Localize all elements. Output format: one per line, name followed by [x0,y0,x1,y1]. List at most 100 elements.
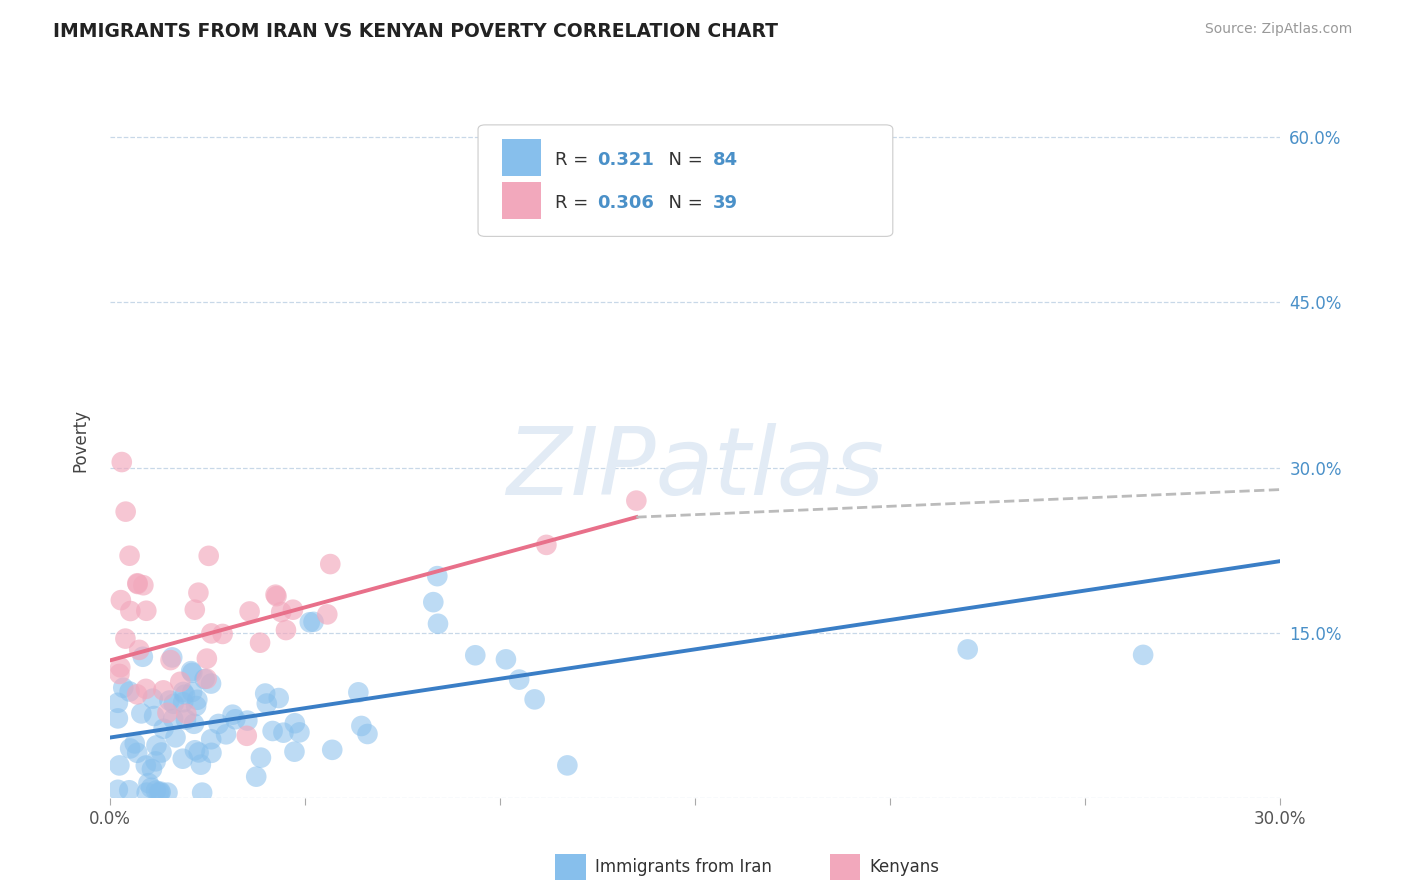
Point [184,602,207,616]
Point [145,783,167,797]
Text: 39: 39 [713,194,738,212]
Point [194,672,217,686]
Point [200,746,222,760]
Point [149,784,172,798]
Point [176,706,198,721]
Point [200,626,222,640]
Point [298,615,321,630]
Point [186,693,208,707]
Point [197,549,219,563]
Point [956,642,979,657]
Point [127,576,149,591]
Point [159,653,181,667]
Point [169,674,191,689]
Point [211,627,233,641]
Point [181,665,204,680]
Point [132,649,155,664]
Point [111,455,134,469]
Text: 84: 84 [713,151,738,169]
Point [114,505,136,519]
Point [236,714,259,728]
Point [156,786,179,800]
Point [141,762,163,776]
Point [422,595,444,609]
Point [159,693,181,707]
Point [172,695,194,709]
Point [356,727,378,741]
Point [152,683,174,698]
Point [143,709,166,723]
Point [274,623,297,637]
Point [508,673,530,687]
Point [264,588,287,602]
Y-axis label: Poverty: Poverty [72,409,89,472]
Point [135,758,157,772]
Point [118,549,141,563]
Point [676,218,699,232]
Point [316,607,339,622]
Point [118,684,141,698]
Point [200,676,222,690]
Point [239,605,262,619]
Point [108,666,131,681]
Point [184,698,207,713]
Point [145,739,167,753]
Point [302,615,325,629]
Point [254,687,277,701]
Point [174,713,197,727]
Point [114,632,136,646]
Point [262,723,284,738]
Point [195,672,218,686]
Point [256,697,278,711]
Point [319,557,342,571]
Point [427,616,450,631]
Point [215,727,238,741]
Point [191,786,214,800]
Point [221,707,243,722]
Point [267,691,290,706]
Point [250,750,273,764]
Point [281,603,304,617]
Text: Source: ZipAtlas.com: Source: ZipAtlas.com [1205,22,1353,37]
Point [138,776,160,790]
Point [321,743,343,757]
Text: ZIPatlas: ZIPatlas [506,423,884,514]
Point [207,717,229,731]
Point [135,786,157,800]
Point [145,755,167,769]
Point [132,578,155,592]
Point [162,697,184,711]
Point [152,722,174,736]
Point [107,696,129,710]
Point [426,569,449,583]
Text: Immigrants from Iran: Immigrants from Iran [595,858,772,876]
Point [120,604,142,618]
Point [523,692,546,706]
Point [557,758,579,772]
Point [626,493,648,508]
Point [172,752,194,766]
Text: 0.306: 0.306 [598,194,654,212]
Point [107,711,129,725]
Point [142,691,165,706]
Point [110,593,132,607]
Text: R =: R = [555,194,595,212]
Point [187,746,209,760]
Point [127,577,149,591]
Point [270,605,292,619]
Point [162,712,184,726]
Point [266,589,288,603]
Point [160,650,183,665]
Point [135,604,157,618]
Point [273,725,295,739]
Point [183,716,205,731]
Point [124,736,146,750]
Text: N =: N = [657,194,709,212]
Point [172,685,194,699]
Point [495,652,517,666]
Point [148,786,170,800]
Point [249,636,271,650]
Point [283,745,305,759]
Point [156,706,179,720]
Point [112,681,135,695]
